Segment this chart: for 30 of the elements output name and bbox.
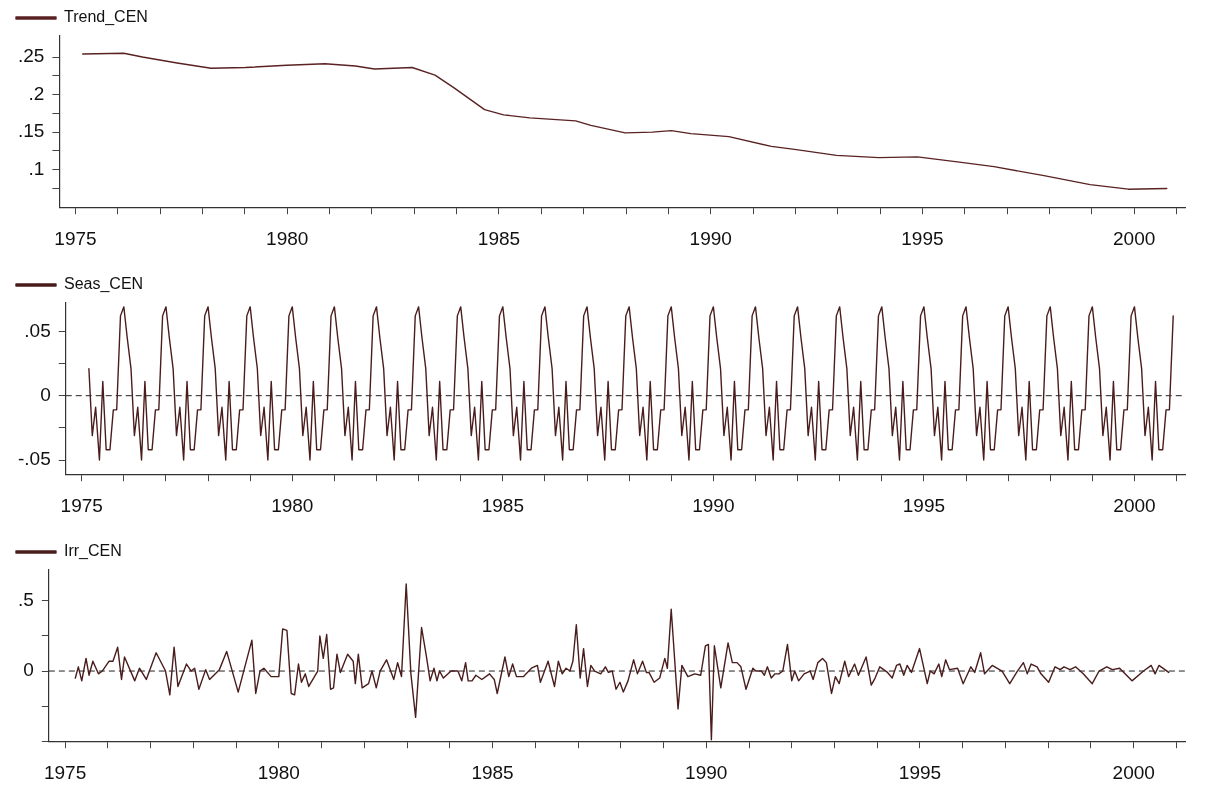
y-tick-label: .2 — [28, 82, 45, 104]
x-tick-label: 1985 — [471, 761, 514, 783]
x-tick-label: 1975 — [54, 227, 97, 249]
x-tick-label: 2000 — [1113, 494, 1156, 516]
y-tick-label: 0 — [23, 659, 34, 681]
legend-label: Irr_CEN — [64, 542, 122, 561]
x-tick-label: 1985 — [477, 227, 521, 249]
x-tick-label: 1995 — [902, 494, 946, 516]
y-tick-label: .05 — [24, 319, 51, 341]
x-tick-label: 2000 — [1113, 227, 1156, 249]
x-tick-label: 1975 — [60, 494, 103, 516]
y-tick-label: -.05 — [17, 448, 51, 470]
legend-label: Trend_CEN — [64, 8, 148, 27]
x-tick-label: 2000 — [1112, 761, 1155, 783]
y-tick-label: .5 — [17, 589, 34, 611]
x-tick-label: 1985 — [481, 494, 524, 516]
x-tick-label: 1980 — [257, 761, 300, 783]
y-tick-label: .1 — [28, 157, 45, 179]
y-tick-label: .15 — [17, 120, 45, 142]
y-tick-label: .25 — [17, 45, 45, 67]
x-tick-label: 1995 — [898, 761, 942, 783]
x-tick-label: 1980 — [271, 494, 314, 516]
legend-label: Seas_CEN — [64, 275, 144, 294]
x-tick-label: 1990 — [692, 494, 735, 516]
x-tick-label: 1980 — [266, 227, 309, 249]
x-tick-label: 1975 — [43, 761, 87, 783]
x-tick-label: 1995 — [901, 227, 944, 249]
y-tick-label: 0 — [40, 383, 51, 405]
x-tick-label: 1990 — [685, 761, 728, 783]
x-tick-label: 1990 — [689, 227, 732, 249]
